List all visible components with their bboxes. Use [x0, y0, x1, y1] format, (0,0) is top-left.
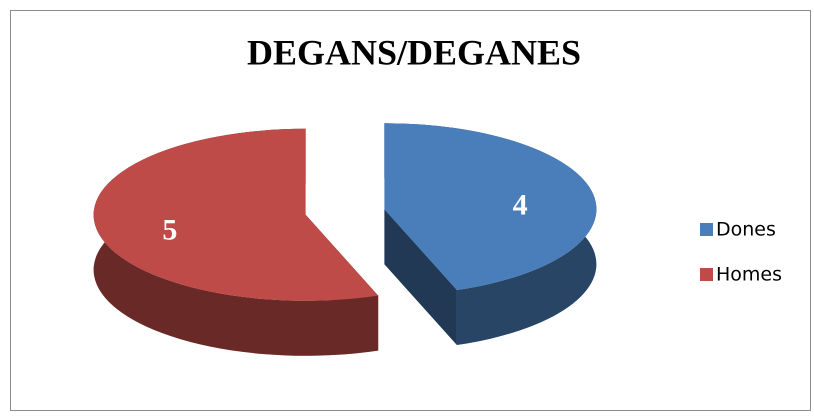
data-label: 5: [162, 213, 177, 246]
legend-swatch: [700, 268, 713, 281]
legend-label: Homes: [716, 264, 782, 286]
slice-cut-shade: [384, 209, 457, 346]
data-label: 4: [513, 188, 528, 221]
slice: [384, 123, 597, 291]
legend-label: Dones: [716, 219, 776, 241]
slice: [93, 128, 379, 301]
legend-swatch: [700, 223, 713, 236]
chart-title: DEGANS/DEGANES: [247, 32, 581, 72]
